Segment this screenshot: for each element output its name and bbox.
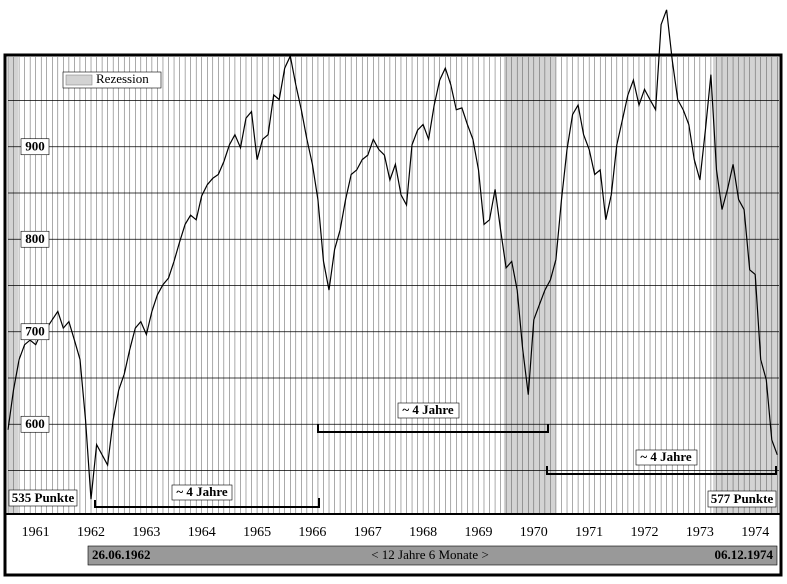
x-tick-label: 1971	[575, 525, 603, 540]
start-date: 26.06.1962	[92, 547, 151, 562]
x-tick-label: 1964	[188, 525, 216, 540]
y-tick-label: 900	[25, 139, 45, 154]
cycle-label: ~ 4 Jahre	[640, 449, 692, 464]
x-tick-label: 1966	[298, 525, 326, 540]
period-span: < 12 Jahre 6 Monate >	[371, 547, 489, 562]
x-tick-label: 1973	[686, 525, 714, 540]
x-tick-label: 1970	[520, 525, 548, 540]
x-tick-label: 1962	[77, 525, 105, 540]
low-label: 577 Punkte	[711, 491, 774, 506]
x-tick-label: 1968	[409, 525, 437, 540]
plot-background	[8, 57, 779, 514]
y-tick-label: 800	[25, 231, 45, 246]
cycle-bracket	[94, 498, 320, 508]
x-tick-label: 1961	[22, 525, 50, 540]
x-tick-label: 1972	[631, 525, 659, 540]
frame	[3, 53, 783, 577]
legend-swatch	[65, 74, 93, 86]
end-date: 06.12.1974	[715, 547, 774, 562]
annotation-box	[397, 402, 460, 419]
annotation-box	[8, 489, 78, 507]
y-tick-box	[20, 138, 50, 156]
x-tick-label: 1965	[243, 525, 271, 540]
x-tick-label: 1969	[464, 525, 492, 540]
cycle-label: ~ 4 Jahre	[176, 484, 228, 499]
y-tick-box	[20, 323, 50, 341]
period-bar	[87, 545, 778, 566]
marks	[7, 9, 778, 500]
legend-label: Rezession	[96, 71, 149, 86]
cycle-bracket	[546, 466, 777, 475]
low-label: 535 Punkte	[12, 490, 75, 505]
cycle-label: ~ 4 Jahre	[402, 402, 454, 417]
x-tick-label: 1963	[132, 525, 160, 540]
y-tick-label: 600	[25, 416, 45, 431]
annotation-box	[635, 449, 698, 466]
y-tick-label: 700	[25, 324, 45, 339]
x-tick-label: 1974	[741, 525, 769, 540]
grid	[7, 57, 779, 514]
x-tick-label: 1967	[354, 525, 382, 540]
annotation-box	[707, 490, 777, 508]
index-line	[7, 9, 778, 500]
y-tick-box	[20, 230, 50, 248]
cycle-bracket	[317, 424, 549, 433]
annotation-box	[171, 484, 233, 501]
y-tick-box	[20, 415, 50, 433]
